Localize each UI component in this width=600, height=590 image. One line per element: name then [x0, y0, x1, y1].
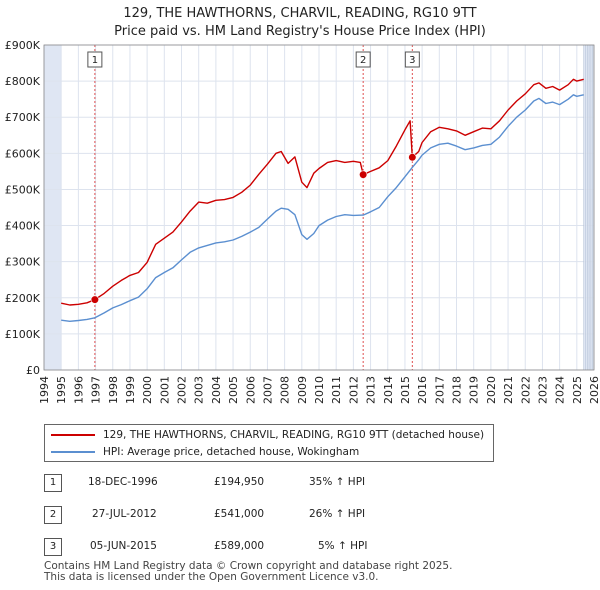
footer: Contains HM Land Registry data © Crown c… — [44, 561, 452, 583]
property-line-swatch — [51, 434, 95, 436]
footer-licence: This data is licensed under the Open Gov… — [44, 571, 379, 583]
x-tick-label: 2003 — [193, 376, 206, 404]
x-tick-label: 2024 — [554, 376, 567, 404]
x-tick-label: 2013 — [365, 376, 378, 404]
x-tick-label: 2017 — [433, 376, 446, 404]
transaction-hpi-diff: 5% ↑ HPI — [318, 540, 368, 552]
price-chart: £0 £100K £200K £300K £400K £500K £600K £700K £80… — [5, 39, 600, 404]
x-tick-label: 2005 — [227, 376, 240, 404]
x-tick-label: 1994 — [38, 376, 51, 404]
transaction-price: £589,000 — [214, 540, 265, 552]
transaction-row: 3 05-JUN-2015 £589,000 5% ↑ HPI — [44, 538, 464, 558]
chart-title: 129, THE HAWTHORNS, CHARVIL, READING, RG… — [123, 6, 477, 21]
pre-data-shade — [44, 45, 62, 370]
sale-number-label: 1 — [92, 55, 98, 66]
x-tick-label: 2010 — [313, 376, 326, 404]
transaction-hpi-diff: 35% ↑ HPI — [309, 476, 366, 488]
x-tick-label: 2025 — [571, 376, 584, 404]
transaction-number-badge: 1 — [44, 474, 62, 492]
legend-item-hpi: HPI: Average price, detached house, Woki… — [51, 444, 359, 460]
legend-hpi-label: HPI: Average price, detached house, Woki… — [103, 446, 360, 458]
y-tick-label: £400K — [5, 220, 41, 233]
hpi-line — [61, 94, 584, 322]
transaction-date: 18-DEC-1996 — [88, 476, 158, 488]
transaction-number-badge: 3 — [44, 538, 62, 556]
legend-item-property: 129, THE HAWTHORNS, CHARVIL, READING, RG… — [51, 427, 484, 443]
y-tick-label: £100K — [5, 328, 41, 341]
sale-number-box — [355, 51, 371, 68]
x-tick-label: 2000 — [141, 376, 154, 404]
x-tick-label: 2023 — [536, 376, 549, 404]
y-tick-label: £800K — [5, 75, 41, 88]
x-tick-label: 2001 — [158, 376, 171, 404]
x-tick-label: 2018 — [451, 376, 464, 404]
sale-number-box — [87, 51, 103, 68]
x-tick-label: 2015 — [399, 376, 412, 404]
x-tick-label: 2022 — [519, 376, 532, 404]
transaction-date: 05-JUN-2015 — [90, 540, 157, 552]
sale-number-label: 2 — [360, 55, 366, 66]
chart-subtitle: Price paid vs. HM Land Registry's House … — [114, 24, 486, 39]
transaction-price: £194,950 — [214, 476, 265, 488]
x-tick-label: 2016 — [416, 376, 429, 404]
x-tick-label: 2020 — [485, 376, 498, 404]
y-tick-label: £700K — [5, 111, 41, 124]
transaction-date: 27-JUL-2012 — [92, 508, 157, 520]
footer-copyright: Contains HM Land Registry data © Crown c… — [44, 560, 453, 572]
sale-point — [90, 295, 99, 304]
x-tick-label: 1996 — [72, 376, 85, 404]
sale-point — [408, 153, 417, 162]
transaction-hpi-diff: 26% ↑ HPI — [309, 508, 366, 520]
x-tick-label: 2019 — [468, 376, 481, 404]
x-tick-label: 2004 — [210, 376, 223, 404]
x-tick-label: 1995 — [55, 376, 68, 404]
x-tick-label: 2012 — [347, 376, 360, 404]
legend: 129, THE HAWTHORNS, CHARVIL, READING, RG… — [44, 424, 494, 462]
transaction-price: £541,000 — [214, 508, 265, 520]
x-tick-label: 2021 — [502, 376, 515, 404]
x-tick-label: 2006 — [244, 376, 257, 404]
x-tick-label: 2002 — [176, 376, 189, 404]
x-tick-label: 2011 — [330, 376, 343, 404]
sale-point — [359, 170, 368, 179]
x-tick-label: 2014 — [382, 376, 395, 404]
x-tick-label: 2008 — [279, 376, 292, 404]
legend-property-label: 129, THE HAWTHORNS, CHARVIL, READING, RG… — [103, 429, 485, 441]
transaction-row: 1 18-DEC-1996 £194,950 35% ↑ HPI — [44, 474, 464, 494]
plot-border — [43, 44, 595, 371]
y-tick-label: £500K — [5, 183, 41, 196]
x-tick-label: 1997 — [90, 376, 103, 404]
y-tick-label: £900K — [5, 39, 41, 52]
x-tick-label: 1999 — [124, 376, 137, 404]
transaction-row: 2 27-JUL-2012 £541,000 26% ↑ HPI — [44, 506, 464, 526]
x-tick-label: 2007 — [261, 376, 274, 404]
x-tick-label: 2009 — [296, 376, 309, 404]
hpi-line-swatch — [51, 451, 95, 453]
y-tick-label: £0 — [26, 364, 40, 377]
sale-number-box — [404, 51, 420, 68]
y-tick-label: £600K — [5, 147, 41, 160]
x-tick-label: 2026 — [588, 376, 600, 404]
y-tick-label: £300K — [5, 256, 41, 269]
sale-number-label: 3 — [409, 55, 415, 66]
y-tick-label: £200K — [5, 292, 41, 305]
transaction-number-badge: 2 — [44, 506, 62, 524]
x-tick-label: 1998 — [107, 376, 120, 404]
property-price-line — [61, 78, 584, 306]
